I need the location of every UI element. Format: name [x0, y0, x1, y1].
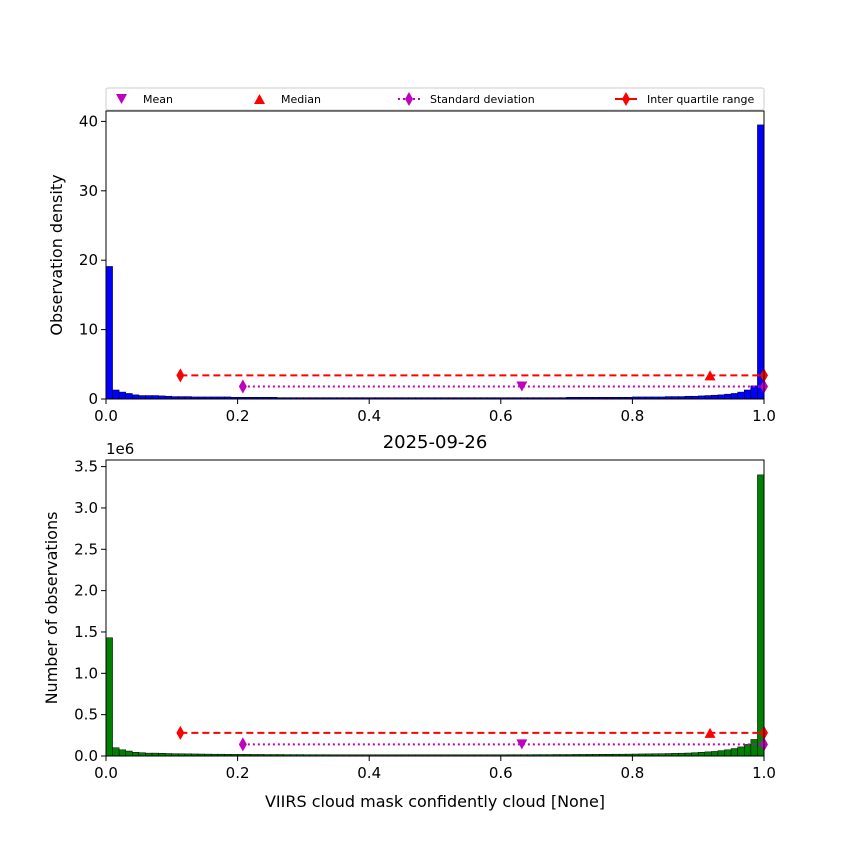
- histogram-bar: [750, 739, 758, 757]
- histogram-bar: [717, 394, 725, 400]
- y-tick-label: 30: [79, 182, 98, 200]
- histogram-bar: [138, 395, 146, 400]
- legend-label-median: Median: [281, 93, 321, 106]
- histogram-bar: [717, 750, 725, 757]
- triangle-up-icon: [254, 94, 265, 104]
- histogram-bar: [118, 391, 126, 400]
- x-tick-label: 0.4: [357, 764, 381, 782]
- legend: Mean Median Standard deviation Inter qua…: [105, 87, 765, 111]
- median-marker: [704, 370, 716, 381]
- y-axis-label-bottom: Number of observations: [42, 512, 61, 705]
- x-axis-ticks-bottom: 0.0 0.2 0.4 0.6 0.8 1.0: [94, 756, 776, 782]
- iqr-diamond-marker: [176, 725, 185, 740]
- count-histogram-panel: 2025-09-26 1e6 0.0 0.2 0.4 0.6 0.8 1.0 0.0 0.5…: [42, 432, 776, 811]
- y-tick-label: 40: [79, 112, 98, 130]
- histogram-bar: [757, 124, 765, 400]
- histogram-bar: [737, 391, 745, 400]
- y-tick-label: 2.0: [74, 582, 98, 600]
- y-axis-label-top: Observation density: [47, 174, 66, 335]
- triangle-down-icon: [116, 94, 127, 104]
- x-tick-label: 0.2: [226, 764, 250, 782]
- y-tick-label: 3.0: [74, 499, 98, 517]
- iqr-diamond-marker: [176, 368, 185, 383]
- y-axis-ticks-top: 0 10 20 30 40: [79, 112, 106, 408]
- legend-item-median: Median: [254, 93, 321, 106]
- plot-frame-bottom: [105, 459, 765, 757]
- histogram-bar: [744, 744, 752, 757]
- diamond-icon: [622, 92, 630, 106]
- x-tick-label: 0.0: [94, 407, 118, 425]
- y-tick-label: 20: [79, 251, 98, 269]
- histogram-bar: [112, 389, 120, 400]
- histogram-bar: [730, 748, 738, 757]
- legend-label-iqr: Inter quartile range: [647, 93, 754, 106]
- legend-item-std: Standard deviation: [398, 92, 535, 106]
- legend-item-iqr: Inter quartile range: [615, 92, 754, 106]
- x-tick-label: 0.6: [489, 407, 513, 425]
- histogram-bar: [704, 751, 712, 757]
- legend-item-mean: Mean: [116, 93, 173, 106]
- histogram-bar: [757, 474, 765, 757]
- y-tick-label: 1.0: [74, 664, 98, 682]
- x-tick-label: 0.6: [489, 764, 513, 782]
- histogram-bar: [744, 389, 752, 400]
- y-tick-label: 1.5: [74, 623, 98, 641]
- histogram-bar: [697, 752, 706, 757]
- histogram-bar: [724, 749, 732, 757]
- y-axis-ticks-bottom: 0.0 0.5 1.0 1.5 2.0 2.5 3.0 3.5: [74, 458, 106, 765]
- x-axis-ticks-top: 0.0 0.2 0.4 0.6 0.8 1.0: [94, 399, 776, 425]
- histogram-bar: [711, 394, 719, 400]
- histogram-bar: [132, 752, 140, 757]
- x-tick-label: 0.4: [357, 407, 381, 425]
- y-tick-label: 0.0: [74, 747, 98, 765]
- diamond-icon: [405, 92, 413, 106]
- std-diamond-marker: [238, 737, 247, 752]
- histogram-bar: [105, 266, 113, 400]
- density-stat-overlays: [176, 368, 768, 394]
- histogram-bar: [125, 393, 133, 400]
- count-stat-overlays: [176, 725, 768, 752]
- histogram-bar: [737, 746, 745, 757]
- x-tick-label: 0.2: [226, 407, 250, 425]
- x-tick-label: 1.0: [752, 407, 776, 425]
- x-tick-label: 0.8: [620, 407, 644, 425]
- histogram-bar: [132, 394, 140, 400]
- density-bars: [105, 124, 765, 400]
- y-tick-label: 0: [88, 390, 98, 408]
- density-histogram-panel: 0.0 0.2 0.4 0.6 0.8 1.0 0 10 20 30 40 Observation…: [47, 110, 776, 425]
- y-tick-label: 10: [79, 321, 98, 339]
- mean-marker: [516, 381, 528, 392]
- histogram-bar: [724, 393, 732, 400]
- histogram-bar: [145, 395, 153, 400]
- histogram-bar: [105, 637, 113, 757]
- y-tick-label: 2.5: [74, 540, 98, 558]
- x-tick-label: 0.8: [620, 764, 644, 782]
- y-tick-label: 0.5: [74, 706, 98, 724]
- legend-label-mean: Mean: [143, 93, 173, 106]
- mean-marker: [516, 739, 528, 750]
- chart-title: 2025-09-26: [383, 432, 488, 453]
- x-axis-label-bottom: VIIRS cloud mask confidently cloud [None…: [265, 792, 605, 811]
- x-tick-label: 0.0: [94, 764, 118, 782]
- histogram-bar: [118, 749, 126, 757]
- histogram-bar: [151, 395, 159, 400]
- std-diamond-marker: [238, 379, 247, 394]
- histogram-bar: [711, 751, 719, 757]
- histogram-bar: [730, 393, 738, 400]
- histogram-bar: [125, 750, 133, 757]
- legend-frame: [105, 87, 765, 111]
- legend-label-std: Standard deviation: [430, 93, 535, 106]
- y-tick-label: 3.5: [74, 458, 98, 476]
- count-bars: [105, 474, 765, 757]
- plot-frame-top: [105, 110, 765, 400]
- median-marker: [704, 727, 716, 738]
- histogram-bar: [750, 385, 758, 400]
- y-offset-label: 1e6: [106, 440, 134, 458]
- x-tick-label: 1.0: [752, 764, 776, 782]
- histogram-bar: [704, 395, 712, 400]
- histogram-bar: [112, 747, 120, 757]
